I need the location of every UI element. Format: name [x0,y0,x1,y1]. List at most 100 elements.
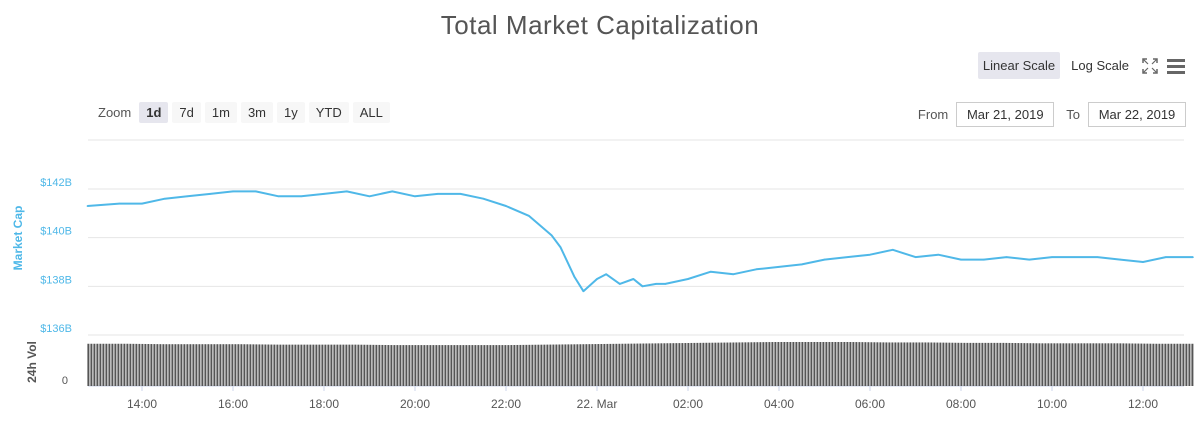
volume-bar [504,345,507,386]
zoom-ytd-button[interactable]: YTD [308,102,349,123]
volume-bar [795,342,798,386]
volume-bar [1119,343,1122,386]
volume-bar [735,342,738,386]
y-axis-title: Market Cap [11,206,25,271]
volume-bar [1110,343,1113,386]
volume-bar [234,344,237,386]
data-point [823,258,826,261]
volume-bar [732,342,735,386]
volume-bar [1098,343,1101,386]
data-point [869,253,871,256]
volume-bar [582,344,585,386]
volume-bar [1065,343,1068,386]
volume-bar [444,345,447,386]
data-point [391,190,394,193]
data-point [345,190,348,193]
volume-bar [1122,343,1125,386]
volume-bar [660,343,663,386]
zoom-1d-button[interactable]: 1d [139,102,169,123]
volume-bar [1038,343,1041,386]
volume-bar [330,344,333,386]
volume-bar [624,343,627,386]
volume-bar [1029,343,1032,386]
volume-bar [963,342,966,386]
volume-bar [282,344,285,386]
zoom-1y-button[interactable]: 1y [277,102,305,123]
volume-bar [474,345,477,386]
volume-bar [525,344,528,386]
volume-bar [648,343,651,386]
volume-bar [930,342,933,386]
volume-bar [156,344,159,386]
zoom-7d-button[interactable]: 7d [172,102,201,123]
volume-bar [1167,343,1170,386]
zoom-3m-button[interactable]: 3m [240,102,273,123]
zoom-1m-button[interactable]: 1m [204,102,237,123]
volume-bar [762,342,765,386]
to-date-input[interactable]: Mar 22, 2019 [1088,102,1186,127]
volume-bar [864,342,867,386]
log-scale-button[interactable]: Log Scale [1071,58,1129,73]
volume-bar [363,344,366,386]
data-point [618,283,621,285]
volume-bar [657,343,660,386]
volume-bar [519,344,522,386]
volume-bar [549,344,552,386]
volume-bar [489,345,492,386]
data-point [937,253,940,256]
volume-bar [990,342,993,386]
volume-bar [162,344,165,386]
volume-bar [432,345,435,386]
zoom-bar: Zoom 1d 7d 1m 3m 1y YTD ALL [98,102,390,123]
volume-bar [327,344,330,386]
volume-bar [447,345,450,386]
volume-bar [123,343,126,386]
volume-bar [975,342,978,386]
volume-bar [972,342,975,386]
x-tick-label: 14:00 [127,397,157,411]
volume-bar [201,344,204,386]
volume-bar [99,343,102,386]
data-point [664,283,667,285]
volume-bar [723,342,726,386]
volume-bar [846,342,849,386]
volume-bar [600,343,603,386]
volume-bar [291,344,294,386]
volume-bar [585,344,588,386]
volume-bar [750,342,753,386]
volume-bar [1164,343,1167,386]
volume-bar [1032,343,1035,386]
menu-icon[interactable] [1166,56,1186,76]
volume-bar [366,344,369,386]
linear-scale-button[interactable]: Linear Scale [977,52,1061,79]
y-tick-label: $142B [40,177,72,189]
data-point [778,266,780,268]
volume-bar [1170,343,1173,386]
volume-bar [684,343,687,386]
volume-bar [888,342,891,386]
x-tick-label: 10:00 [1037,397,1067,411]
volume-bar [738,342,741,386]
volume-bar [396,345,399,386]
volume-bar [507,345,510,386]
axis-labels: $142B $140B $138B $136B Market Cap 24h Vol 0 14… [11,177,1158,411]
volume-bar [441,345,444,386]
zoom-all-button[interactable]: ALL [352,102,390,123]
fullscreen-icon[interactable] [1140,56,1160,76]
volume-bar [321,344,324,386]
from-date-input[interactable]: Mar 21, 2019 [956,102,1055,127]
volume-bar [1011,342,1014,386]
volume-bar [780,342,783,386]
volume-bar [393,345,396,386]
volume-bar [858,342,861,386]
volume-bar [1140,343,1143,386]
volume-bar [924,342,927,386]
volume-bar [705,342,708,386]
volume-bar [837,342,840,386]
volume-bar [177,344,180,386]
volume-bar [324,344,327,386]
volume-bar [360,344,363,386]
volume-bar [702,342,705,386]
volume-bar [1095,343,1098,386]
